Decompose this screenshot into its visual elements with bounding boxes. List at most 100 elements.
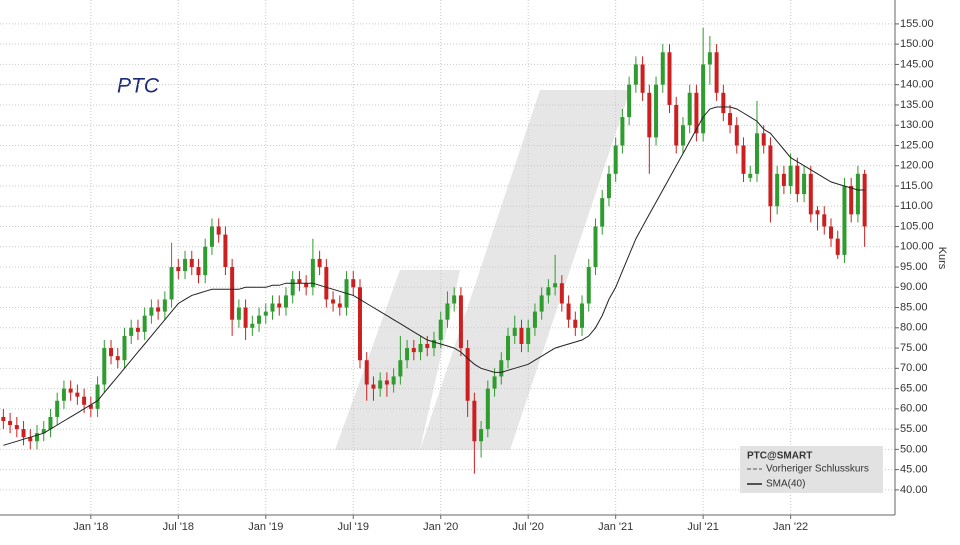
- candle-body: [129, 327, 134, 336]
- y-tick-label: 65.00: [900, 382, 928, 394]
- candle-body: [539, 295, 544, 312]
- candle-body: [418, 344, 423, 353]
- candle-body: [364, 360, 369, 385]
- y-tick-label: 40.00: [900, 484, 928, 496]
- candle-body: [828, 226, 833, 239]
- candle-body: [95, 384, 100, 409]
- candle-body: [331, 299, 336, 304]
- candle-body: [775, 173, 780, 207]
- x-tick-label: Jan '22: [773, 521, 808, 533]
- candle-body: [149, 307, 154, 316]
- candle-body: [297, 279, 302, 284]
- candle-body: [680, 125, 685, 146]
- candle-body: [283, 295, 288, 308]
- candle-body: [371, 384, 376, 389]
- candle-body: [472, 400, 477, 442]
- candle-body: [183, 258, 188, 272]
- candle-body: [768, 145, 773, 207]
- candle-body: [236, 307, 241, 320]
- y-tick-label: 45.00: [900, 464, 928, 476]
- x-tick-label: Jan '18: [73, 521, 108, 533]
- candle-body: [660, 52, 665, 85]
- candle-body: [654, 84, 659, 138]
- candle-body: [209, 226, 214, 247]
- x-tick-label: Jan '20: [423, 521, 458, 533]
- candle-body: [452, 295, 457, 304]
- candle-body: [250, 323, 255, 328]
- candle-body: [304, 283, 309, 288]
- candle-body: [566, 303, 571, 320]
- candle-body: [61, 388, 66, 401]
- candle-body: [270, 303, 275, 312]
- y-tick-label: 145.00: [900, 58, 934, 70]
- candle-body: [728, 113, 733, 126]
- candle-body: [21, 429, 26, 438]
- candle-body: [122, 335, 127, 361]
- candle-body: [862, 173, 867, 227]
- candle-body: [317, 258, 322, 268]
- candle-body: [263, 311, 268, 316]
- candle-body: [378, 380, 383, 389]
- candle-body: [290, 279, 295, 296]
- candle-body: [14, 425, 19, 430]
- candle-body: [795, 165, 800, 195]
- candle-body: [761, 133, 766, 146]
- candle-body: [707, 52, 712, 65]
- candle-body: [627, 84, 632, 118]
- candle-body: [48, 416, 53, 430]
- y-tick-label: 130.00: [900, 119, 934, 131]
- candle-body: [580, 303, 585, 328]
- candle-body: [1, 416, 6, 421]
- candle-body: [337, 303, 342, 308]
- y-tick-label: 60.00: [900, 403, 928, 415]
- y-tick-label: 90.00: [900, 281, 928, 293]
- candle-body: [230, 267, 235, 320]
- x-tick-label: Jan '19: [248, 521, 283, 533]
- legend-label: Vorheriger Schlusskurs: [766, 464, 869, 475]
- candle-body: [526, 327, 531, 345]
- candle-body: [357, 287, 362, 361]
- candle-body: [741, 145, 746, 174]
- candle-body: [203, 246, 208, 276]
- y-tick-label: 50.00: [900, 443, 928, 455]
- candle-body: [835, 238, 840, 255]
- candle-body: [714, 52, 719, 93]
- candle-body: [855, 173, 860, 215]
- candle-body: [694, 92, 699, 134]
- candle-body: [734, 125, 739, 146]
- y-tick-label: 115.00: [900, 180, 933, 192]
- candle-body: [425, 344, 430, 349]
- y-axis-label: Kurs: [936, 247, 948, 270]
- candle-body: [384, 380, 389, 385]
- x-tick-label: Jul '18: [163, 521, 194, 533]
- candle-body: [438, 319, 443, 340]
- candle-body: [432, 339, 436, 349]
- x-tick-label: Jul '19: [338, 521, 369, 533]
- candle-body: [667, 52, 672, 105]
- candle-body: [35, 433, 40, 442]
- candle-body: [506, 335, 511, 361]
- candle-body: [748, 173, 753, 178]
- candle-body: [573, 319, 578, 328]
- y-tick-label: 70.00: [900, 362, 928, 374]
- y-tick-label: 55.00: [900, 423, 928, 435]
- candle-body: [499, 360, 504, 377]
- candle-body: [189, 258, 194, 268]
- candle-body: [8, 420, 13, 426]
- y-tick-label: 95.00: [900, 261, 928, 273]
- candle-body: [815, 210, 820, 215]
- legend-label: SMA(40): [766, 479, 805, 490]
- y-tick-label: 105.00: [900, 220, 934, 232]
- candle-body: [28, 437, 33, 442]
- candle-body: [620, 117, 625, 146]
- candle-body: [82, 396, 87, 405]
- watermark: [335, 90, 630, 450]
- candle-body: [593, 226, 598, 268]
- candle-body: [600, 198, 605, 227]
- candle-body: [115, 356, 120, 361]
- candle-body: [546, 287, 551, 296]
- legend: PTC@SMART Vorheriger Schlusskurs SMA(40): [740, 446, 883, 493]
- y-tick-label: 75.00: [900, 342, 928, 354]
- candle-body: [223, 234, 228, 268]
